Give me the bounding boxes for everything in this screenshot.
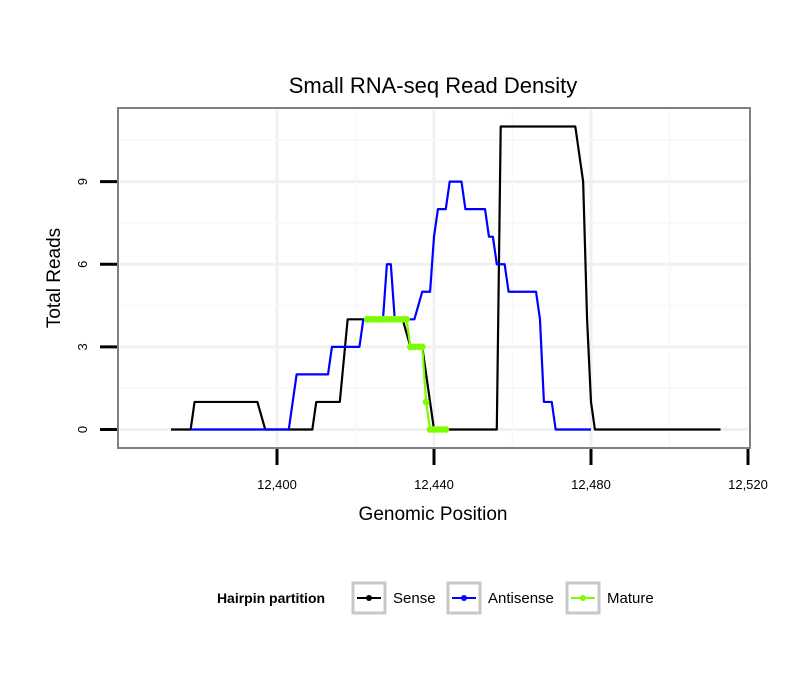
legend: Hairpin partition Sense Antisense Mature: [217, 581, 654, 615]
x-axis-title: Genomic Position: [359, 504, 508, 525]
data-point-mature-10: [403, 315, 410, 323]
y-axis-title: Total Reads: [44, 228, 65, 328]
y-tick-label-3: 9: [75, 178, 90, 185]
legend-label-sense: Sense: [393, 590, 436, 607]
legend-label-mature: Mature: [607, 590, 654, 607]
legend-entry-sense[interactable]: Sense: [351, 581, 436, 615]
x-tick-label-1: 12,440: [414, 477, 454, 492]
x-tick-label-0: 12,400: [257, 477, 297, 492]
series-layer: [171, 125, 721, 433]
legend-entry-antisense[interactable]: Antisense: [446, 581, 554, 615]
x-tick-label-2: 12,480: [571, 477, 611, 492]
x-tick-label-3: 12,520: [728, 477, 768, 492]
y-tick-label-0: 0: [75, 426, 90, 433]
series-line-antisense: [190, 180, 591, 431]
legend-label-antisense: Antisense: [488, 590, 554, 607]
plot-border: [117, 107, 751, 449]
series-line-sense: [171, 125, 721, 431]
legend-key-point-sense: [366, 595, 372, 601]
axis-layer: 12,400 12,440 12,480 12,520 0 3 6 9: [75, 178, 768, 492]
y-tick-label-1: 3: [75, 343, 90, 350]
data-point-mature-14: [418, 343, 426, 351]
data-point-mature-15: [422, 398, 430, 406]
chart-title: Small RNA-seq Read Density: [289, 73, 578, 98]
y-tick-label-2: 6: [75, 261, 90, 268]
grid-layer: [120, 110, 748, 446]
data-point-mature-20: [442, 426, 450, 433]
legend-key-point-mature: [580, 595, 586, 601]
legend-entry-mature[interactable]: Mature: [565, 581, 654, 615]
legend-title: Hairpin partition: [217, 590, 325, 606]
legend-key-point-antisense: [461, 595, 467, 601]
